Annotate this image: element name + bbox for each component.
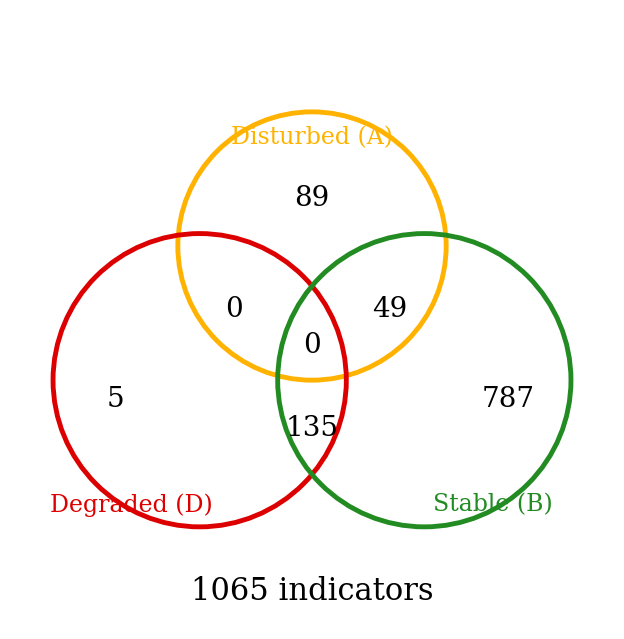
Text: 1065 indicators: 1065 indicators [191,576,433,606]
Text: 0: 0 [303,332,321,358]
Text: 0: 0 [225,296,243,323]
Text: 89: 89 [295,185,329,212]
Text: 49: 49 [373,296,407,323]
Text: Stable (B): Stable (B) [433,493,553,516]
Text: 5: 5 [107,386,124,413]
Text: Degraded (D): Degraded (D) [50,493,212,516]
Text: 787: 787 [482,386,535,413]
Text: Disturbed (A): Disturbed (A) [231,126,393,149]
Text: 135: 135 [286,415,338,442]
